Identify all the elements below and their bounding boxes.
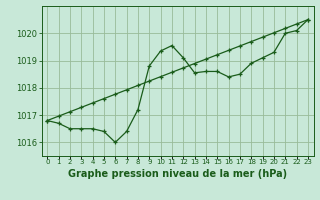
X-axis label: Graphe pression niveau de la mer (hPa): Graphe pression niveau de la mer (hPa) — [68, 169, 287, 179]
